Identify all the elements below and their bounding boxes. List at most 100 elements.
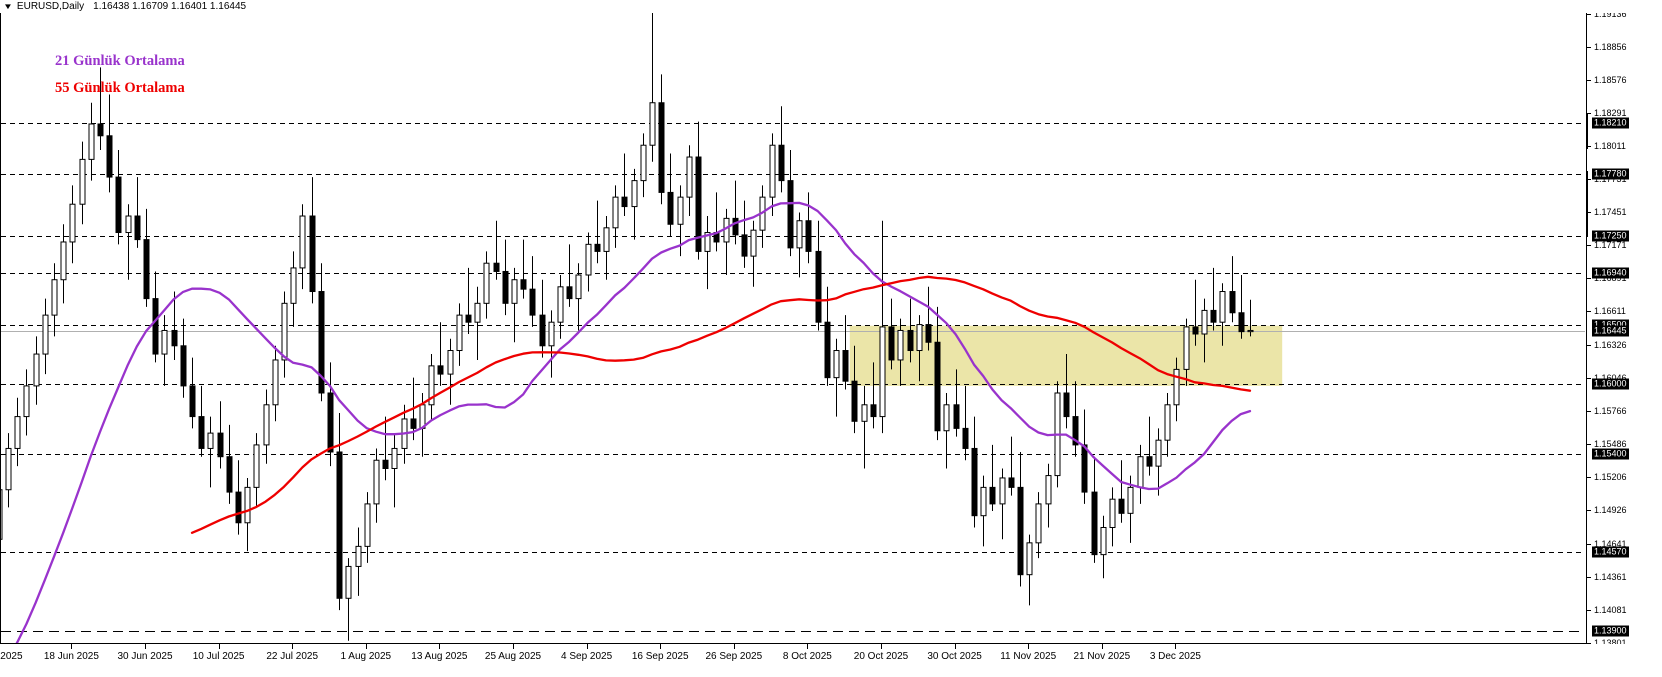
date-axis-label: 25 Aug 2025 xyxy=(484,651,542,662)
candle-bearish xyxy=(106,135,113,178)
candle-bullish xyxy=(916,324,923,352)
candle-bullish xyxy=(1109,498,1116,528)
price-level-label[interactable]: 1.16445 xyxy=(1592,325,1629,337)
candle-bullish xyxy=(548,321,555,347)
price-level-label[interactable]: 1.16940 xyxy=(1592,267,1629,279)
ma21-legend: 21 Günlük Ortalama xyxy=(55,53,185,69)
candle-bullish xyxy=(428,365,435,406)
price-level-label[interactable]: 1.17250 xyxy=(1592,230,1629,242)
candle-bearish xyxy=(815,250,822,323)
price-level-label[interactable]: 1.14570 xyxy=(1592,546,1629,558)
price-tick-label: 1.16326 xyxy=(1594,340,1627,351)
candle-bearish xyxy=(1072,416,1079,446)
candle-bullish xyxy=(750,229,757,257)
candle-bullish xyxy=(447,350,454,375)
price-axis-segment xyxy=(1586,113,1588,149)
candle-bearish xyxy=(1229,291,1236,314)
price-tick-mark xyxy=(1587,544,1591,545)
candle-bearish xyxy=(658,102,665,193)
date-tick-mark xyxy=(145,644,146,649)
price-level-label[interactable]: 1.16000 xyxy=(1592,378,1629,390)
symbol-timeframe-label: EURUSD,Daily xyxy=(16,1,85,12)
candle-bearish xyxy=(318,291,325,394)
chart-canvas[interactable] xyxy=(1,6,1585,643)
candle-bearish xyxy=(134,215,141,241)
price-tick-mark xyxy=(1587,510,1591,511)
candle-bearish xyxy=(962,427,969,449)
candle-bullish xyxy=(649,102,656,146)
price-level-label[interactable]: 1.16500 xyxy=(1592,319,1629,331)
chart-menu-caret-icon[interactable]: ▼ xyxy=(3,1,13,11)
date-axis-label: 1 Aug 2025 xyxy=(340,651,392,662)
candle-bullish xyxy=(1155,439,1162,467)
price-tick-label: 1.18576 xyxy=(1594,74,1627,85)
price-tick-label: 1.17451 xyxy=(1594,207,1627,218)
candle-bullish xyxy=(1183,326,1190,370)
candle-bullish xyxy=(677,196,684,225)
candle-bearish xyxy=(888,326,895,361)
candle-bullish xyxy=(1164,404,1171,441)
candle-bullish xyxy=(42,314,49,355)
candle-bearish xyxy=(520,279,527,290)
date-tick-mark xyxy=(1175,644,1176,649)
candle-bullish xyxy=(879,326,886,418)
candle-bullish xyxy=(999,477,1006,505)
candle-bullish xyxy=(391,447,398,470)
candle-bearish xyxy=(189,385,196,418)
candle-bearish xyxy=(842,350,849,382)
candle-bullish xyxy=(5,447,12,491)
candle-bullish xyxy=(861,404,868,422)
candle-bearish xyxy=(870,404,877,418)
candle-bullish xyxy=(1045,475,1052,505)
date-axis-label: 11 Nov 2025 xyxy=(1000,651,1057,662)
candle-bearish xyxy=(327,392,334,453)
date-tick-mark xyxy=(881,644,882,649)
candle-bearish xyxy=(115,176,122,234)
price-level-label[interactable]: 1.15400 xyxy=(1592,448,1629,460)
date-axis-label: 18 Jun 2025 xyxy=(43,651,99,662)
candle-bearish xyxy=(934,341,941,432)
price-tick-mark xyxy=(1587,278,1591,279)
candle-bullish xyxy=(1137,456,1144,488)
ma-line-21 xyxy=(15,201,1252,643)
date-tick-mark xyxy=(1028,644,1029,649)
candle-bullish xyxy=(161,329,168,355)
price-tick-label: 1.18856 xyxy=(1594,41,1627,52)
candle-bullish xyxy=(686,156,693,198)
price-tick-label: 1.15486 xyxy=(1594,439,1627,450)
candle-bullish xyxy=(769,144,776,198)
price-tick-mark xyxy=(1587,113,1591,114)
candle-bullish xyxy=(1026,542,1033,576)
candle-bullish xyxy=(557,286,564,323)
date-scale[interactable]: 23 Apr 20255 May 202515 May 202527 May 2… xyxy=(0,644,1662,677)
candle-bearish xyxy=(1210,309,1217,323)
date-axis-label: 8 Oct 2025 xyxy=(782,651,832,662)
date-tick-mark xyxy=(587,644,588,649)
candle-bearish xyxy=(851,380,858,422)
price-tick-label: 1.15766 xyxy=(1594,406,1627,417)
candle-bearish xyxy=(217,432,224,458)
candle-bearish xyxy=(741,234,748,257)
candle-bullish xyxy=(980,486,987,517)
price-tick-mark xyxy=(1587,577,1591,578)
price-level-label[interactable]: 1.13900 xyxy=(1592,625,1629,637)
price-tick-mark xyxy=(1587,245,1591,246)
price-level-label[interactable]: 1.18210 xyxy=(1592,117,1629,129)
candle-bearish xyxy=(493,262,500,272)
chart-plot-frame[interactable]: 21 Günlük Ortalama 55 Günlük Ortalama xyxy=(0,5,1586,644)
candle-bullish xyxy=(1,489,3,540)
candle-bearish xyxy=(235,491,242,524)
candle-bearish xyxy=(667,191,674,225)
candle-bullish xyxy=(1219,291,1226,323)
price-tick-mark xyxy=(1587,212,1591,213)
candle-bullish xyxy=(1100,526,1107,556)
candle-bearish xyxy=(437,365,444,375)
date-axis-label: 30 Jun 2025 xyxy=(117,651,173,662)
candle-bullish xyxy=(244,486,251,524)
price-tick-mark xyxy=(1587,477,1591,478)
price-scale[interactable]: 1.192001.191361.188561.185761.182911.182… xyxy=(1586,0,1662,648)
candle-bullish xyxy=(1173,368,1180,406)
price-level-label[interactable]: 1.17780 xyxy=(1592,168,1629,180)
candle-bullish xyxy=(833,350,840,379)
